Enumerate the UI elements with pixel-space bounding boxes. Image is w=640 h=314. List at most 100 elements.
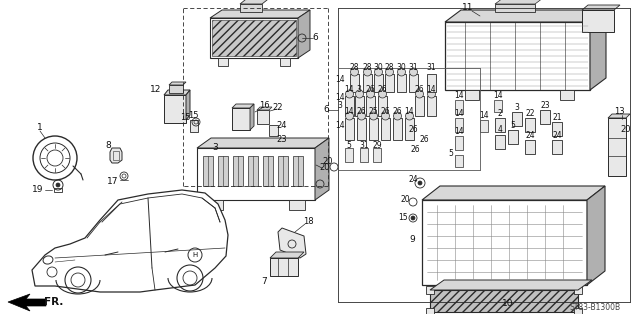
Bar (397, 74, 406, 92)
Text: 28: 28 (349, 63, 359, 73)
Bar (169, 85, 183, 93)
Text: 22: 22 (525, 109, 535, 117)
Bar (427, 74, 436, 92)
Text: 14: 14 (479, 111, 489, 121)
Polygon shape (169, 82, 186, 85)
Bar (430, 290, 578, 312)
Circle shape (346, 90, 353, 98)
Text: 14: 14 (454, 91, 464, 100)
Polygon shape (278, 228, 306, 258)
Text: 20: 20 (320, 164, 330, 172)
Bar (232, 108, 250, 130)
Bar (197, 148, 315, 200)
Bar (278, 156, 288, 186)
Polygon shape (210, 10, 310, 18)
Text: ST83-B1300B: ST83-B1300B (570, 304, 621, 312)
Bar (378, 96, 387, 116)
Text: 15: 15 (180, 113, 190, 122)
Circle shape (355, 90, 364, 98)
Bar (355, 96, 364, 116)
Bar (562, 285, 576, 295)
Text: FR.: FR. (44, 297, 64, 307)
Bar (381, 118, 390, 140)
Bar (374, 74, 383, 92)
Bar (426, 286, 434, 294)
Text: 18: 18 (303, 218, 314, 226)
Text: 8: 8 (105, 140, 111, 149)
Text: 3: 3 (356, 85, 362, 95)
Bar (512, 112, 522, 126)
Text: H: H (193, 252, 198, 258)
Bar (525, 140, 535, 154)
Bar (495, 4, 535, 12)
Bar (508, 130, 518, 144)
Bar (422, 200, 587, 285)
Text: 1: 1 (37, 123, 43, 133)
Bar (345, 118, 354, 140)
Text: 2: 2 (498, 109, 502, 117)
Bar (360, 148, 368, 162)
Text: 24: 24 (276, 121, 287, 129)
Text: 14: 14 (335, 75, 345, 84)
Bar (280, 58, 290, 66)
Bar (427, 96, 436, 116)
Text: 11: 11 (462, 3, 474, 13)
Bar (405, 118, 414, 140)
Text: 20: 20 (323, 158, 333, 166)
Bar (357, 118, 366, 140)
Bar (552, 140, 562, 154)
Bar (455, 100, 463, 114)
Text: 9: 9 (409, 236, 415, 245)
Bar (248, 156, 258, 186)
Polygon shape (257, 107, 272, 110)
Text: 14: 14 (454, 110, 464, 118)
Bar (560, 90, 574, 100)
Text: 20: 20 (621, 126, 631, 134)
Bar (257, 110, 269, 124)
Bar (218, 156, 228, 186)
Bar (54, 188, 62, 192)
Text: 14: 14 (493, 91, 503, 100)
Bar (271, 139, 279, 149)
Text: 26: 26 (410, 145, 420, 154)
Text: 3: 3 (515, 102, 520, 111)
Text: 20: 20 (400, 196, 410, 204)
Circle shape (358, 112, 365, 120)
Text: 26: 26 (380, 107, 390, 116)
Circle shape (381, 112, 390, 120)
Text: 26: 26 (356, 107, 366, 116)
Polygon shape (445, 10, 606, 22)
Text: 26: 26 (377, 85, 387, 95)
Text: 6: 6 (323, 106, 329, 115)
Bar (409, 74, 418, 92)
Circle shape (394, 112, 401, 120)
Circle shape (385, 68, 394, 76)
Text: 17: 17 (108, 177, 119, 187)
Text: 14: 14 (404, 107, 414, 116)
Text: 14: 14 (426, 85, 436, 95)
Circle shape (351, 68, 358, 76)
Polygon shape (430, 280, 592, 290)
Text: 19: 19 (32, 186, 44, 194)
Bar (207, 200, 223, 210)
Bar (426, 308, 434, 314)
Text: 14: 14 (335, 121, 345, 129)
Text: 14: 14 (335, 93, 345, 101)
Polygon shape (422, 186, 605, 200)
Text: 15: 15 (398, 214, 408, 223)
Bar (455, 118, 463, 132)
Text: 13: 13 (614, 107, 624, 116)
Text: 4: 4 (497, 126, 502, 134)
Bar (385, 74, 394, 92)
Text: 15: 15 (188, 111, 198, 121)
Text: 30: 30 (373, 63, 383, 73)
Circle shape (397, 68, 406, 76)
Bar (574, 308, 582, 314)
Text: 26: 26 (414, 85, 424, 95)
Text: 16: 16 (259, 101, 269, 111)
Polygon shape (608, 114, 630, 118)
Bar (373, 148, 381, 162)
Text: 26: 26 (365, 85, 375, 95)
Bar (455, 155, 463, 167)
Bar (270, 258, 298, 276)
